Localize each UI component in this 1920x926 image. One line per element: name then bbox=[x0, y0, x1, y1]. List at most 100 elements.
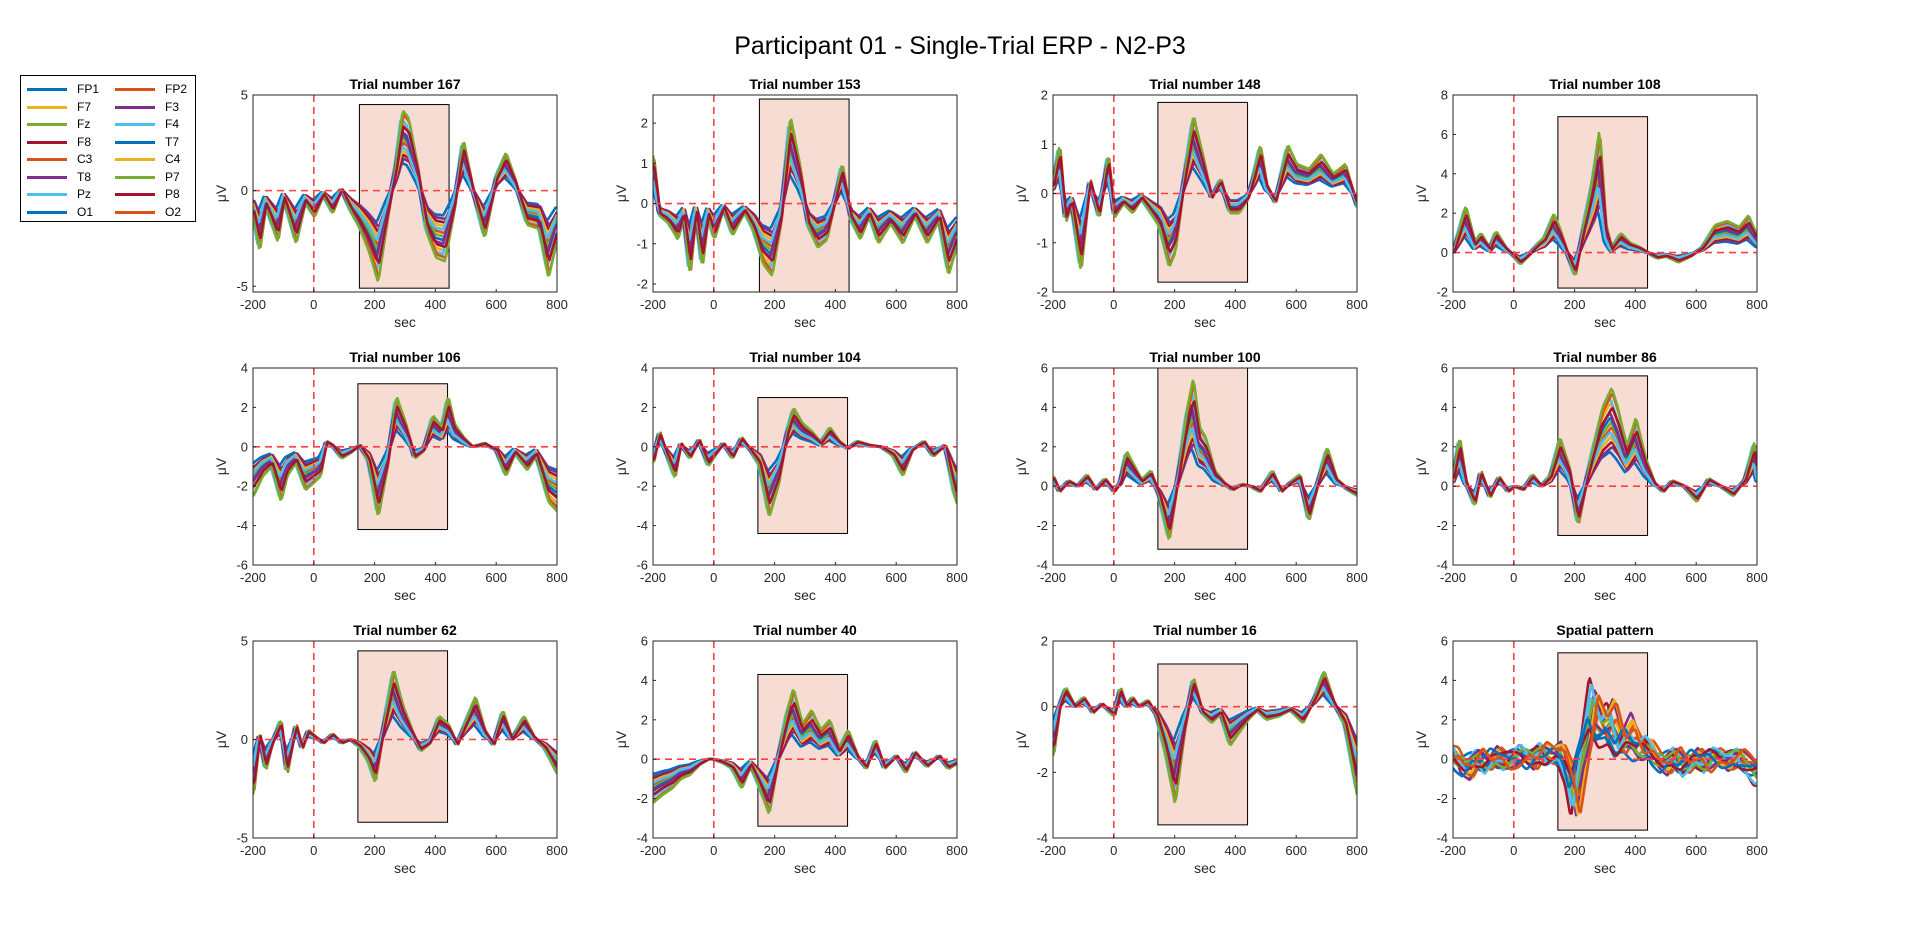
legend-swatch bbox=[27, 210, 67, 214]
y-tick-label: -2 bbox=[236, 479, 248, 494]
x-axis-label: sec bbox=[1594, 860, 1616, 876]
channel-trace bbox=[1053, 677, 1357, 785]
y-tick-label: 0 bbox=[241, 183, 248, 198]
y-tick-label: 8 bbox=[1441, 88, 1448, 103]
x-tick-label: 800 bbox=[1746, 297, 1768, 312]
channel-trace bbox=[253, 125, 557, 264]
traces bbox=[253, 397, 557, 516]
x-tick-label: 0 bbox=[710, 570, 717, 585]
legend-swatch bbox=[115, 210, 155, 214]
y-tick-label: -4 bbox=[1036, 558, 1048, 573]
subplot-title: Trial number 104 bbox=[749, 349, 860, 365]
y-axis-label: μV bbox=[1013, 730, 1029, 748]
y-axis-label: μV bbox=[1413, 730, 1429, 748]
legend-swatch bbox=[27, 88, 67, 91]
axes-box bbox=[652, 367, 958, 566]
y-tick-label: -5 bbox=[236, 831, 248, 846]
x-tick-label: 200 bbox=[364, 843, 386, 858]
legend-label: F3 bbox=[165, 99, 180, 114]
y-tick-label: 6 bbox=[1441, 127, 1448, 142]
y-tick-label: 4 bbox=[1041, 400, 1048, 415]
x-tick-label: 200 bbox=[764, 843, 786, 858]
subplot-title: Trial number 16 bbox=[1153, 622, 1257, 638]
x-tick-label: 400 bbox=[425, 570, 447, 585]
y-tick-label: -2 bbox=[1036, 285, 1048, 300]
y-tick-label: 6 bbox=[1441, 634, 1448, 649]
subplot-4: -200 0 200 400 600 800 -2 0 2 4 6 8 Trial number 108… bbox=[1413, 76, 1768, 330]
subplot-2: -200 0 200 400 600 800 -2 -1 0 1 2 Trial number 153… bbox=[613, 76, 968, 330]
x-tick-label: 200 bbox=[1564, 570, 1586, 585]
y-tick-label: -4 bbox=[1436, 831, 1448, 846]
analysis-window bbox=[357, 383, 449, 531]
x-axis-label: sec bbox=[794, 587, 816, 603]
x-tick-label: -200 bbox=[1440, 297, 1466, 312]
x-tick-label: -200 bbox=[1040, 297, 1066, 312]
x-tick-label: 0 bbox=[1110, 297, 1117, 312]
y-tick-label: 4 bbox=[1441, 673, 1448, 688]
y-tick-label: -1 bbox=[636, 236, 648, 251]
subplot-1: -200 0 200 400 600 800 -5 0 5 Trial number 167 sec… bbox=[213, 76, 568, 330]
legend-label: FP2 bbox=[165, 82, 188, 96]
x-tick-label: 800 bbox=[546, 297, 568, 312]
subplot-title: Trial number 86 bbox=[1553, 349, 1657, 365]
x-tick-label: 600 bbox=[1685, 297, 1707, 312]
x-tick-label: 200 bbox=[1164, 570, 1186, 585]
axes-box bbox=[652, 640, 958, 839]
subplot-10: -200 0 200 400 600 800 -4 -2 0 2 4 6 Trial number 40… bbox=[613, 622, 968, 876]
axes-box bbox=[1452, 640, 1758, 839]
x-tick-label: 400 bbox=[1625, 843, 1647, 858]
x-tick-label: 400 bbox=[825, 843, 847, 858]
axes-box bbox=[1052, 367, 1358, 566]
y-tick-label: -4 bbox=[1036, 831, 1048, 846]
x-tick-label: 400 bbox=[825, 570, 847, 585]
x-tick-label: -200 bbox=[1440, 570, 1466, 585]
legend-swatch bbox=[115, 105, 155, 109]
x-tick-label: 0 bbox=[710, 843, 717, 858]
x-tick-label: 800 bbox=[546, 843, 568, 858]
y-tick-label: 0 bbox=[1441, 479, 1448, 494]
y-tick-label: -4 bbox=[236, 518, 248, 533]
channel-trace bbox=[653, 155, 957, 244]
legend-label: Fz bbox=[77, 117, 91, 131]
traces bbox=[1053, 379, 1357, 540]
subplot-title: Trial number 62 bbox=[353, 622, 457, 638]
traces bbox=[253, 110, 557, 282]
legend-swatch bbox=[27, 140, 67, 144]
channel-trace bbox=[1453, 699, 1757, 804]
y-tick-label: 0 bbox=[1041, 479, 1048, 494]
y-tick-label: -2 bbox=[636, 276, 648, 291]
y-tick-label: -1 bbox=[1036, 235, 1048, 250]
x-tick-label: 400 bbox=[1625, 570, 1647, 585]
x-tick-label: 600 bbox=[1685, 843, 1707, 858]
y-tick-label: 4 bbox=[641, 673, 648, 688]
x-axis-label: sec bbox=[1594, 314, 1616, 330]
x-axis-label: sec bbox=[1594, 587, 1616, 603]
x-tick-label: 400 bbox=[425, 843, 447, 858]
x-axis-label: sec bbox=[1194, 860, 1216, 876]
legend-label: F7 bbox=[77, 99, 92, 114]
y-tick-label: 2 bbox=[1041, 88, 1048, 103]
x-tick-label: 800 bbox=[946, 570, 968, 585]
legend-label: C4 bbox=[165, 152, 181, 166]
traces bbox=[653, 407, 957, 516]
x-tick-label: 0 bbox=[310, 843, 317, 858]
traces bbox=[1453, 677, 1757, 817]
legend-label: P7 bbox=[165, 169, 180, 184]
x-tick-label: 0 bbox=[310, 297, 317, 312]
subplot-title: Trial number 108 bbox=[1549, 76, 1660, 92]
axes-box bbox=[1452, 94, 1758, 293]
subplot-title: Trial number 148 bbox=[1149, 76, 1260, 92]
channel-trace bbox=[653, 702, 957, 804]
x-tick-label: 0 bbox=[1110, 843, 1117, 858]
legend-swatch bbox=[27, 175, 67, 179]
x-tick-label: 400 bbox=[1625, 297, 1647, 312]
y-tick-label: 0 bbox=[1041, 699, 1048, 714]
legend-swatch bbox=[27, 105, 67, 109]
x-axis-label: sec bbox=[394, 314, 416, 330]
x-axis-label: sec bbox=[1194, 587, 1216, 603]
y-axis-label: μV bbox=[213, 184, 229, 202]
y-tick-label: 2 bbox=[641, 400, 648, 415]
x-tick-label: -200 bbox=[640, 843, 666, 858]
x-tick-label: 800 bbox=[1746, 570, 1768, 585]
y-tick-label: 4 bbox=[241, 361, 248, 376]
